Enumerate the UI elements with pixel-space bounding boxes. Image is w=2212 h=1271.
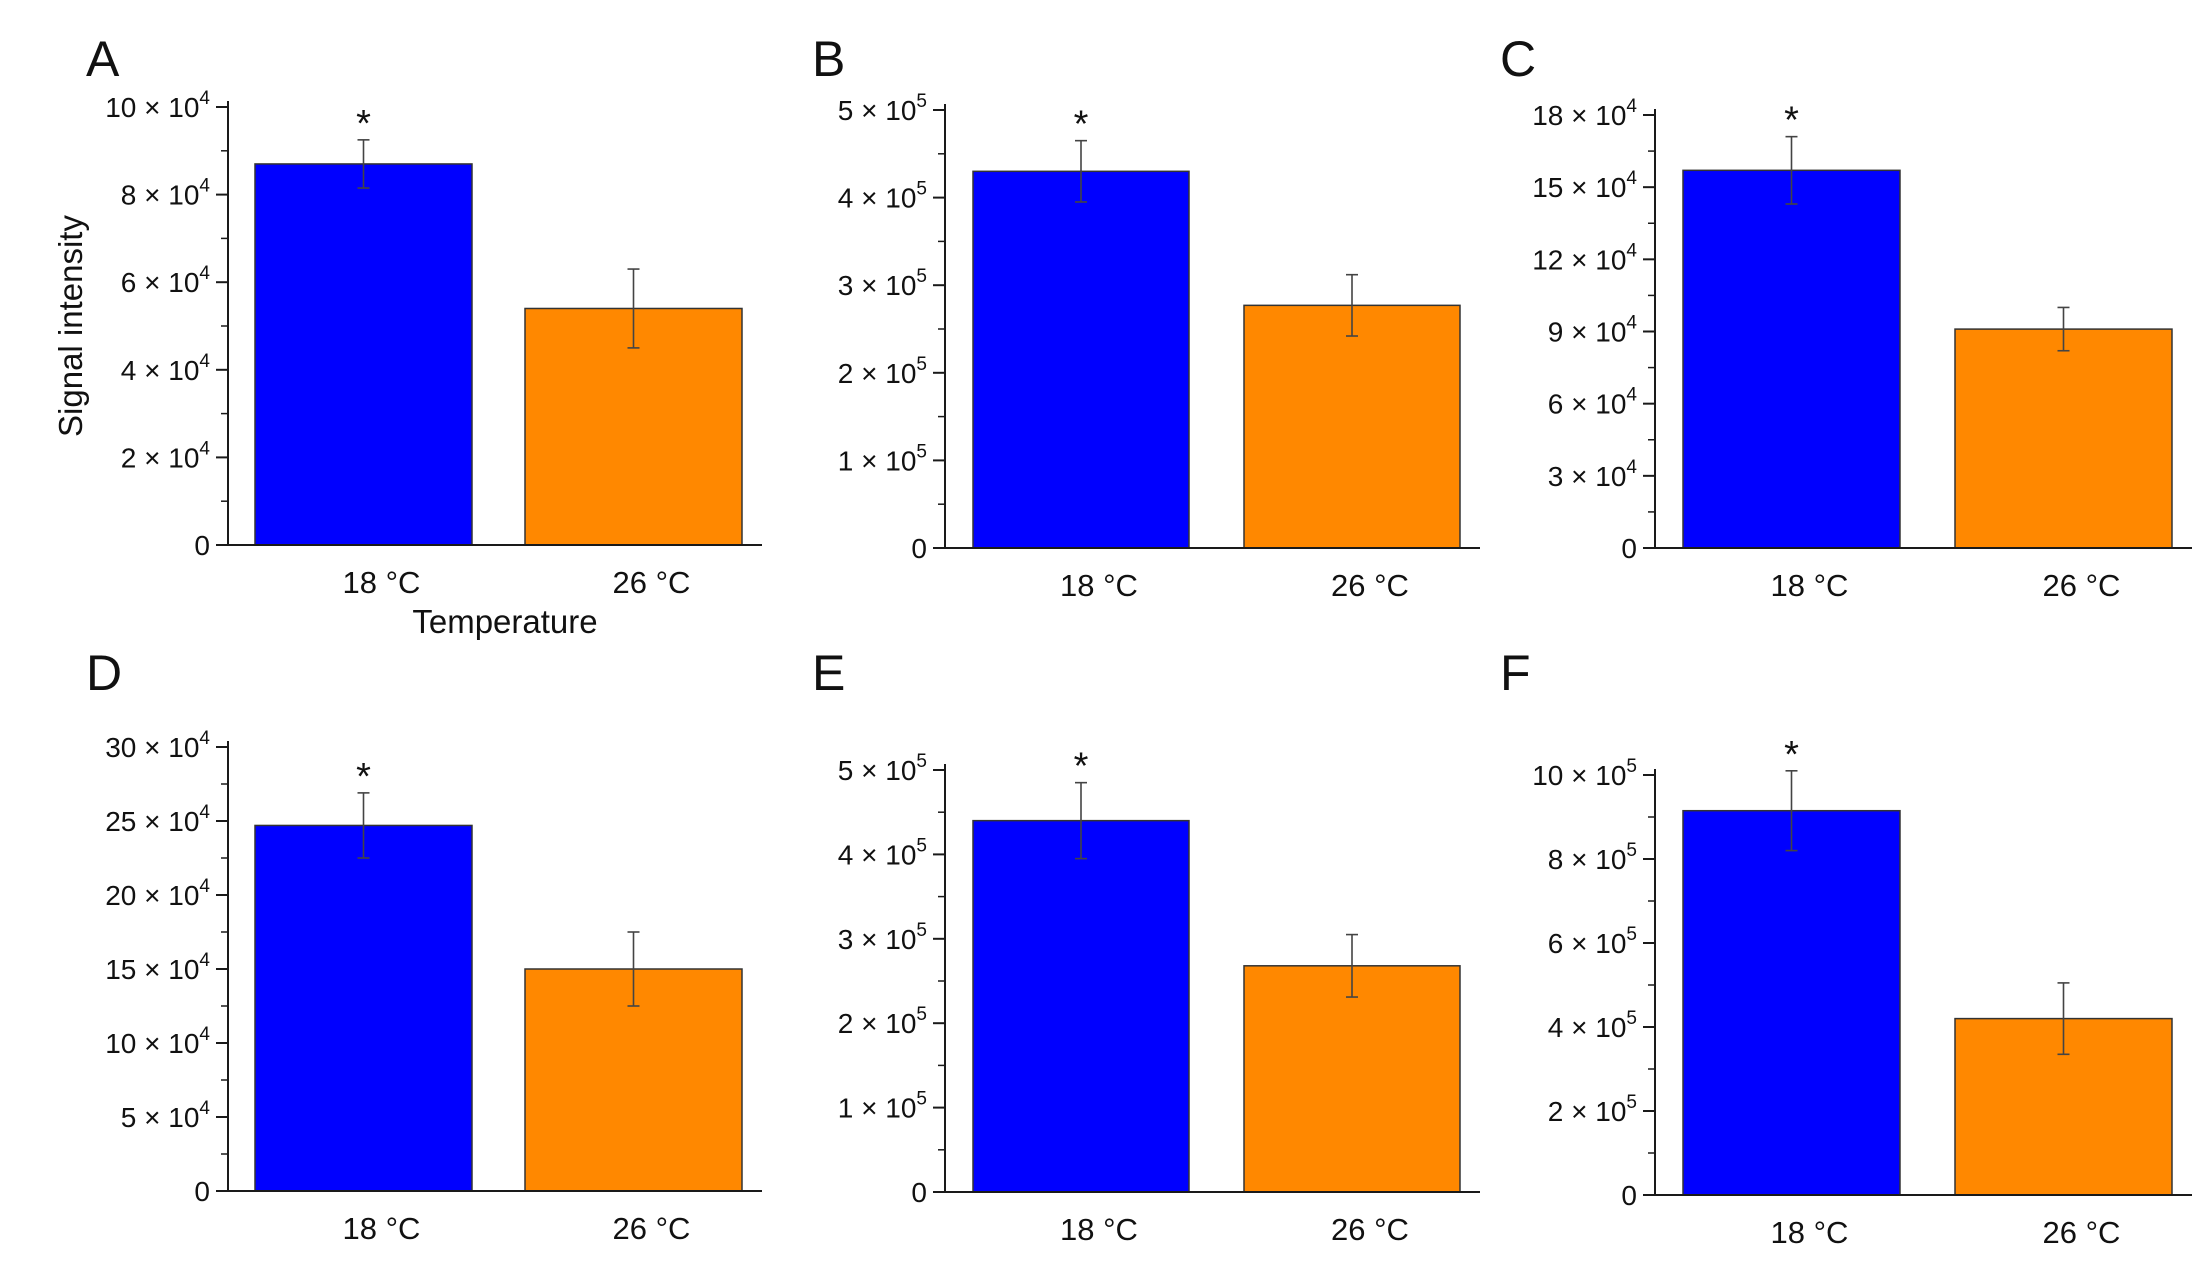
panel-f-letter: F (1500, 645, 1531, 701)
panel-c-bar-2 (1954, 328, 2173, 549)
panel-f-y-tick-label-4: 8 × 105 (1548, 840, 1637, 875)
panel-e: E * 18 °C 26 °C 0 1 × 105 2 × 105 3 × 105 4 × 10… (812, 645, 1480, 1247)
panel-f-category-label-1: 18 °C (1771, 1215, 1849, 1250)
panel-e-y-tick-label-0: 0 (911, 1177, 927, 1208)
panel-b-bar-2 (1243, 304, 1461, 549)
panel-a-y-tick-label-5: 10 × 104 (105, 88, 210, 123)
panel-b-category-label-1: 18 °C (1060, 568, 1138, 603)
panel-c-bar-1 (1682, 169, 1901, 549)
panel-f-y-tick-label-5: 10 × 105 (1532, 756, 1637, 791)
panel-e-bar-2 (1243, 965, 1461, 1193)
panel-a-y-axis-title: Signal intensity (52, 215, 89, 437)
panel-f-significance-1: * (1784, 734, 1799, 776)
panel-e-bar-1 (972, 819, 1190, 1193)
panel-c-significance-1: * (1784, 100, 1799, 142)
panel-a-significance-1: * (356, 103, 371, 145)
panel-c-letter: C (1500, 31, 1536, 87)
panel-a: A * 18 °C 26 °C 0 2 × 104 4 × 104 6 × 104 8 × 10… (52, 31, 762, 640)
panel-a-y-tick-label-3: 6 × 104 (121, 263, 211, 298)
panel-a-letter: A (86, 31, 120, 87)
panel-b-y-tick-label-4: 4 × 105 (838, 179, 927, 214)
panel-a-y-tick-label-2: 4 × 104 (121, 351, 211, 386)
panel-b-y-tick-label-5: 5 × 105 (838, 91, 927, 126)
panel-a-y-tick-label-0: 0 (194, 530, 210, 561)
panel-d-y-tick-label-3: 15 × 104 (105, 950, 210, 985)
panel-a-category-label-2: 26 °C (613, 565, 691, 600)
panel-c-y-tick-label-3: 9 × 104 (1548, 313, 1638, 348)
panel-d-bar-1 (254, 824, 473, 1192)
panel-c-y-tick-label-5: 15 × 104 (1532, 168, 1637, 203)
panel-e-y-tick-label-1: 1 × 105 (838, 1089, 927, 1124)
panel-b-y-tick-label-3: 3 × 105 (838, 266, 927, 301)
panel-d-significance-1: * (356, 756, 371, 798)
panel-a-y-tick-label-4: 8 × 104 (121, 176, 211, 211)
panel-d-y-tick-label-1: 5 × 104 (121, 1098, 211, 1133)
panel-d-letter: D (86, 645, 122, 701)
panel-e-y-tick-label-2: 2 × 105 (838, 1004, 927, 1039)
panel-f-bar-1 (1682, 809, 1901, 1196)
panel-b-y-tick-label-1: 1 × 105 (838, 441, 927, 476)
panel-b: B * 18 °C 26 °C 0 1 × 105 2 × 105 3 × 105 4 × 10… (812, 31, 1480, 603)
panel-c-y-tick-label-0: 0 (1621, 533, 1637, 564)
panel-d-y-tick-label-2: 10 × 104 (105, 1024, 210, 1059)
panel-e-significance-1: * (1074, 746, 1089, 788)
panel-b-y-tick-label-0: 0 (911, 533, 927, 564)
panel-f-y-tick-label-1: 2 × 105 (1548, 1092, 1637, 1127)
panel-d-y-tick-label-6: 30 × 104 (105, 728, 210, 763)
panel-f-category-label-2: 26 °C (2043, 1215, 2121, 1250)
panel-d-category-label-2: 26 °C (613, 1211, 691, 1246)
panel-b-bar-1 (972, 170, 1190, 549)
panel-d-y-tick-label-0: 0 (194, 1176, 210, 1207)
panel-f-y-tick-label-0: 0 (1621, 1180, 1637, 1211)
panel-b-significance-1: * (1074, 104, 1089, 146)
panel-d: D * 18 °C 26 °C 0 5 × 104 10 × 104 15 × 104 20 ×… (86, 645, 762, 1246)
panel-a-y-tick-label-1: 2 × 104 (121, 438, 211, 473)
panel-a-category-label-1: 18 °C (343, 565, 421, 600)
panel-e-y-tick-label-4: 4 × 105 (838, 835, 927, 870)
panel-f: F * 18 °C 26 °C 0 2 × 105 4 × 105 6 × 105 8 × 10… (1500, 645, 2192, 1250)
panel-c-category-label-1: 18 °C (1771, 568, 1849, 603)
panel-e-letter: E (812, 645, 845, 701)
panel-e-category-label-1: 18 °C (1060, 1212, 1138, 1247)
panel-d-y-tick-label-5: 25 × 104 (105, 802, 210, 837)
panel-a-x-axis-title: Temperature (412, 603, 597, 640)
panel-c-y-tick-label-4: 12 × 104 (1532, 240, 1637, 275)
panel-c-y-tick-label-6: 18 × 104 (1532, 96, 1637, 131)
panel-a-bar-1 (254, 163, 473, 546)
panel-e-y-tick-label-5: 5 × 105 (838, 751, 927, 786)
panel-e-category-label-2: 26 °C (1331, 1212, 1409, 1247)
panel-b-category-label-2: 26 °C (1331, 568, 1409, 603)
panel-d-category-label-1: 18 °C (343, 1211, 421, 1246)
panel-b-y-tick-label-2: 2 × 105 (838, 354, 927, 389)
panel-c-category-label-2: 26 °C (2043, 568, 2121, 603)
panel-b-letter: B (812, 31, 845, 87)
panel-c-y-tick-label-1: 3 × 104 (1548, 457, 1638, 492)
panel-e-y-tick-label-3: 3 × 105 (838, 920, 927, 955)
panel-f-y-tick-label-2: 4 × 105 (1548, 1008, 1637, 1043)
panel-f-y-tick-label-3: 6 × 105 (1548, 924, 1637, 959)
panel-c: C * 18 °C 26 °C 0 3 × 104 6 × 104 9 × 104 12 × 1… (1500, 31, 2192, 603)
panel-c-y-tick-label-2: 6 × 104 (1548, 385, 1638, 420)
panel-d-y-tick-label-4: 20 × 104 (105, 876, 210, 911)
